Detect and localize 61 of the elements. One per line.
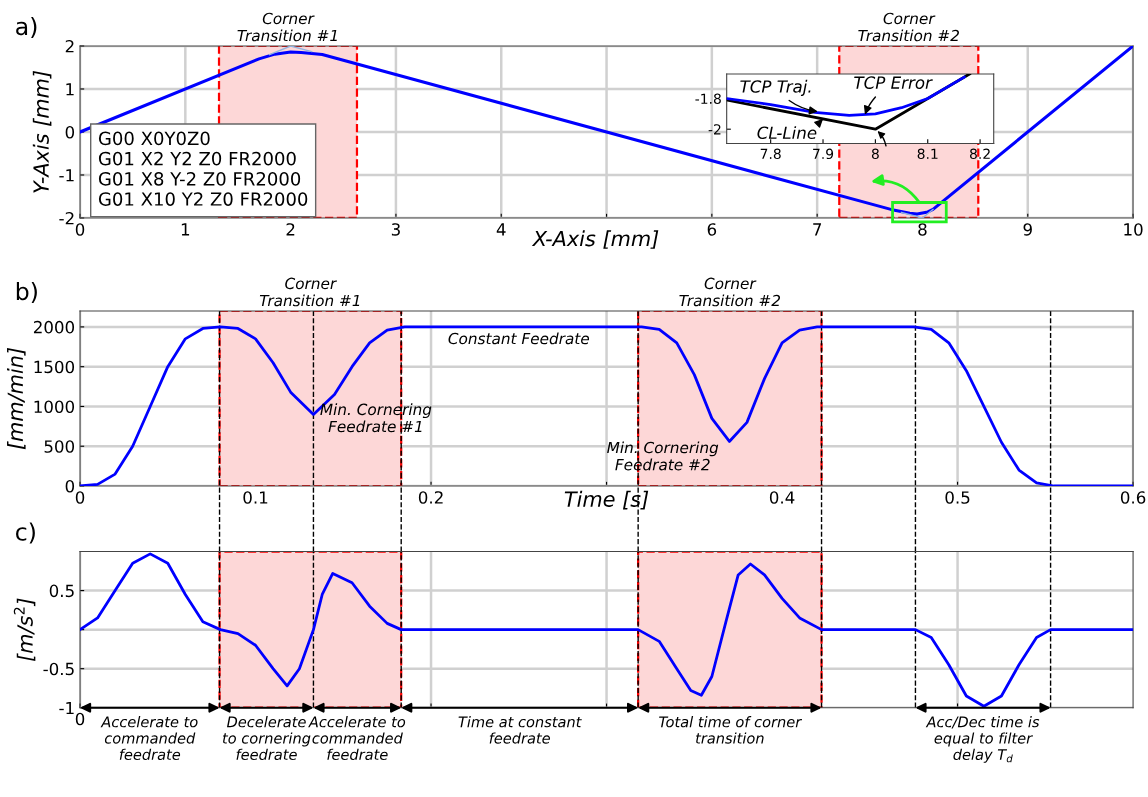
annotation: Constant Feedrate bbox=[448, 332, 590, 345]
x-tick-label: 0 bbox=[75, 223, 85, 236]
y-tick-label: 1500 bbox=[34, 360, 75, 374]
x-tick-label: 2 bbox=[286, 223, 295, 236]
chart-title: c) bbox=[16, 522, 35, 544]
y-tick-label: 0 bbox=[65, 479, 75, 493]
x-tick-label: 0.6 bbox=[1120, 491, 1146, 504]
x-tick-label: 8.1 bbox=[917, 148, 938, 160]
x-axis-title: Time [s] bbox=[564, 490, 649, 510]
x-tick-label: 9 bbox=[1023, 223, 1032, 236]
x-tick-label: 7.9 bbox=[813, 148, 834, 160]
y-axis-title: [m/s$^{2}$] bbox=[13, 598, 36, 662]
line-series bbox=[80, 45, 1134, 216]
x-tick-label: 8 bbox=[918, 223, 927, 236]
y-tick-label: 500 bbox=[44, 440, 75, 453]
text: Total time of corner transition bbox=[659, 716, 802, 744]
line-series bbox=[726, 75, 966, 117]
x-tick-label: 7.8 bbox=[760, 148, 781, 160]
x-tick-label: 0.2 bbox=[418, 491, 443, 504]
y-tick-label: 1000 bbox=[34, 400, 75, 414]
y-tick-label: 2000 bbox=[33, 320, 75, 334]
x-tick-label: 6 bbox=[707, 223, 717, 236]
annotation: Min. Cornering Feedrate #2 bbox=[607, 441, 719, 471]
y-tick-label: -1 bbox=[59, 169, 74, 182]
x-tick-label: 0 bbox=[75, 491, 85, 504]
x-tick-label: 7 bbox=[813, 223, 822, 236]
x-tick-label: 0.4 bbox=[769, 491, 795, 504]
annotation: CL-Line bbox=[757, 126, 817, 140]
x-tick-label: 10 bbox=[1124, 223, 1143, 236]
y-tick-label: -0.5 bbox=[43, 662, 74, 676]
line-series bbox=[80, 552, 1134, 708]
chart-title: a) bbox=[16, 16, 37, 38]
x-tick-label: 8 bbox=[871, 148, 879, 160]
annotation: TCP Traj. bbox=[740, 79, 811, 96]
chart-title: b) bbox=[16, 281, 37, 303]
x-axis-title: X-Axis [mm] bbox=[531, 230, 659, 249]
text: Acc/Dec time is equal to filter delay T$_{d}$ bbox=[925, 716, 1040, 763]
y-tick-label: 1 bbox=[66, 83, 74, 96]
band-label: Corner Transition #2 bbox=[679, 277, 781, 307]
y-tick-label: 0 bbox=[65, 125, 75, 139]
annotation: G00 X0Y0Z0 G01 X2 Y2 Z0 FR2000 G01 X8 Y-2 Z0 FR2000 G01 X10 Y2 Z0 FR2000 bbox=[98, 131, 308, 206]
text: Time at constant feedrate bbox=[458, 716, 582, 744]
x-tick-label: 0.5 bbox=[945, 491, 970, 504]
y-tick-label: -2 bbox=[59, 211, 74, 225]
band-label: Corner Transition #2 bbox=[858, 12, 959, 42]
annotation: TCP Error bbox=[854, 76, 933, 89]
x-tick-label: 3 bbox=[391, 223, 400, 236]
x-tick-label: 4 bbox=[496, 223, 506, 236]
band-label: Corner Transition #1 bbox=[259, 277, 360, 307]
y-axis-title: [mm/min] bbox=[7, 347, 26, 450]
y-tick-label: -1 bbox=[59, 701, 74, 715]
y-tick-label: -1.8 bbox=[695, 93, 721, 104]
text: Accelerate to commanded feedrate bbox=[100, 716, 198, 761]
band-label: Corner Transition #1 bbox=[237, 12, 337, 42]
y-tick-label: -2 bbox=[708, 124, 721, 135]
y-tick-label: 2 bbox=[65, 39, 74, 53]
y-tick-label: 0.5 bbox=[49, 584, 74, 598]
x-tick-label: 1 bbox=[181, 223, 190, 236]
x-tick-label: 0.1 bbox=[243, 491, 268, 504]
y-axis-title: Y-Axis [mm] bbox=[32, 70, 52, 193]
text: 0 bbox=[75, 712, 85, 726]
